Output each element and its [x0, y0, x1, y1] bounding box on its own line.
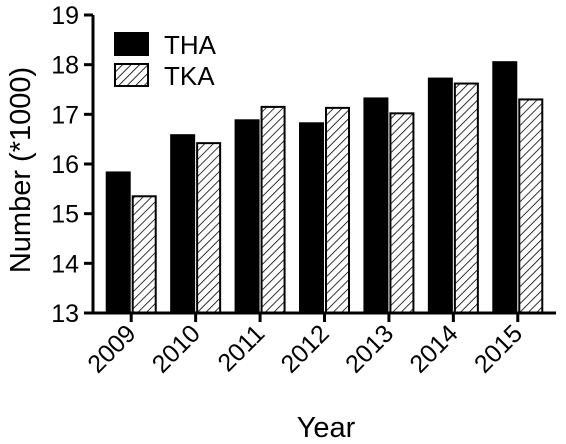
x-tick-label: 2009 — [82, 319, 141, 378]
x-tick-label: 2010 — [147, 319, 206, 378]
bar-tka-2012 — [325, 106, 350, 314]
x-tick-label: 2014 — [404, 319, 463, 378]
legend: THA TKA — [114, 30, 217, 91]
bar-tka-2014 — [453, 82, 479, 315]
bar-tka-2011 — [260, 105, 286, 314]
y-tick-label: 15 — [51, 201, 79, 229]
bar-tka-2009 — [131, 195, 157, 315]
bar-tha-2011 — [234, 119, 260, 314]
legend-swatch-tha — [114, 32, 149, 56]
bar-tka-2013 — [389, 112, 415, 314]
bar-tha-2015 — [492, 61, 518, 314]
x-ticks: 2009 2010 2011 2012 2013 2014 2015 — [82, 313, 528, 379]
y-tick-label: 18 — [51, 52, 79, 80]
bar-tha-2013 — [363, 97, 389, 314]
y-axis-title: Number (*1000) — [5, 67, 37, 273]
x-tick-label: 2012 — [276, 319, 335, 378]
y-tick-label: 19 — [51, 2, 79, 30]
legend-swatch-tka — [114, 63, 149, 87]
bar-tha-2009 — [105, 171, 131, 314]
x-tick-label: 2015 — [469, 319, 528, 378]
y-tick-label: 14 — [51, 250, 79, 278]
x-axis-title: Year — [297, 412, 356, 444]
bar-tha-2010 — [170, 134, 196, 314]
bar-tha-2014 — [427, 77, 453, 314]
y-tick-label: 16 — [51, 151, 79, 179]
legend-label-tha: THA — [164, 30, 217, 60]
y-ticks: 13 14 15 16 17 18 19 — [51, 2, 93, 328]
bar-tha-2012 — [299, 122, 324, 314]
x-tick-label: 2013 — [340, 319, 399, 378]
bar-tka-2015 — [518, 98, 544, 314]
bars-layer — [105, 61, 544, 315]
y-tick-label: 17 — [51, 101, 79, 129]
legend-label-tka: TKA — [164, 61, 215, 91]
bar-tka-2010 — [196, 142, 222, 314]
x-tick-label: 2011 — [212, 319, 270, 377]
y-tick-label: 13 — [51, 300, 79, 328]
